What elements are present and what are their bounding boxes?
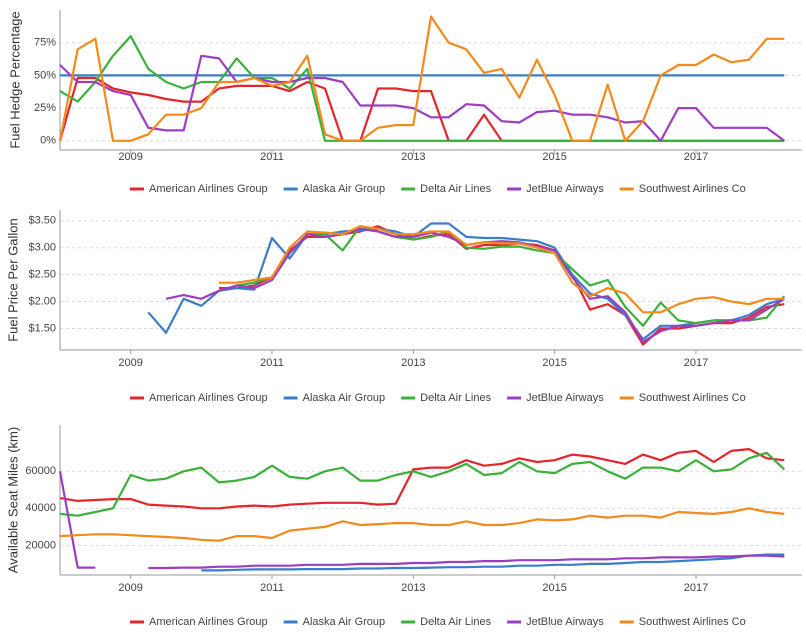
legend-label: American Airlines Group [149, 392, 268, 404]
series-line [58, 15, 785, 142]
series-line [59, 507, 785, 542]
series-line [59, 448, 785, 510]
y-axis-title: Fuel Hedge Percentage [7, 11, 22, 148]
y-tick-label: $3.50 [28, 215, 56, 227]
legend-label: JetBlue Airways [526, 183, 604, 195]
series-line [201, 553, 785, 572]
x-tick-label: 2015 [542, 357, 566, 369]
x-tick-label: 2009 [118, 357, 142, 369]
legend-label: American Airlines Group [149, 616, 268, 628]
legend-label: JetBlue Airways [526, 616, 604, 628]
y-axis-title: Fuel Price Per Gallon [5, 218, 20, 342]
legend-label: Alaska Air Group [303, 616, 386, 628]
y-axis-title: Available Seat Miles (km) [5, 427, 20, 573]
y-tick-label: 20000 [25, 539, 56, 551]
y-tick-label: $2.50 [28, 269, 56, 281]
y-tick-label: $2.00 [28, 295, 56, 307]
series-line [59, 54, 785, 142]
x-tick-label: 2015 [542, 151, 566, 163]
x-tick-label: 2017 [684, 357, 708, 369]
x-tick-label: 2015 [542, 582, 566, 594]
x-tick-label: 2013 [401, 151, 425, 163]
x-tick-label: 2013 [401, 582, 425, 594]
y-tick-label: $1.50 [28, 322, 56, 334]
x-tick-label: 2017 [684, 582, 708, 594]
y-tick-label: 60000 [25, 465, 56, 477]
legend-label: Alaska Air Group [303, 183, 386, 195]
series-line [59, 451, 786, 517]
legend-label: Southwest Airlines Co [639, 392, 746, 404]
legend-label: JetBlue Airways [526, 392, 604, 404]
y-tick-label: 40000 [25, 502, 56, 514]
y-tick-label: 25% [34, 102, 56, 114]
legend-label: Delta Air Lines [420, 616, 491, 628]
x-tick-label: 2017 [684, 151, 708, 163]
x-tick-label: 2009 [118, 151, 142, 163]
y-tick-label: $3.00 [28, 242, 56, 254]
series-line [219, 225, 785, 314]
x-tick-label: 2013 [401, 357, 425, 369]
y-tick-label: 50% [34, 69, 56, 81]
legend-label: Alaska Air Group [303, 392, 386, 404]
legend-label: Delta Air Lines [420, 392, 491, 404]
x-tick-label: 2009 [118, 582, 142, 594]
series-line [59, 35, 785, 142]
y-tick-label: 0% [40, 135, 56, 147]
legend-label: Delta Air Lines [420, 183, 491, 195]
x-tick-label: 2011 [260, 582, 284, 594]
series-line [58, 471, 785, 570]
legend-label: Southwest Airlines Co [639, 183, 746, 195]
x-tick-label: 2011 [260, 151, 284, 163]
legend-label: American Airlines Group [149, 183, 268, 195]
legend-label: Southwest Airlines Co [639, 616, 746, 628]
x-tick-label: 2011 [260, 357, 284, 369]
y-tick-label: 75% [34, 37, 56, 49]
series-line [165, 227, 785, 343]
